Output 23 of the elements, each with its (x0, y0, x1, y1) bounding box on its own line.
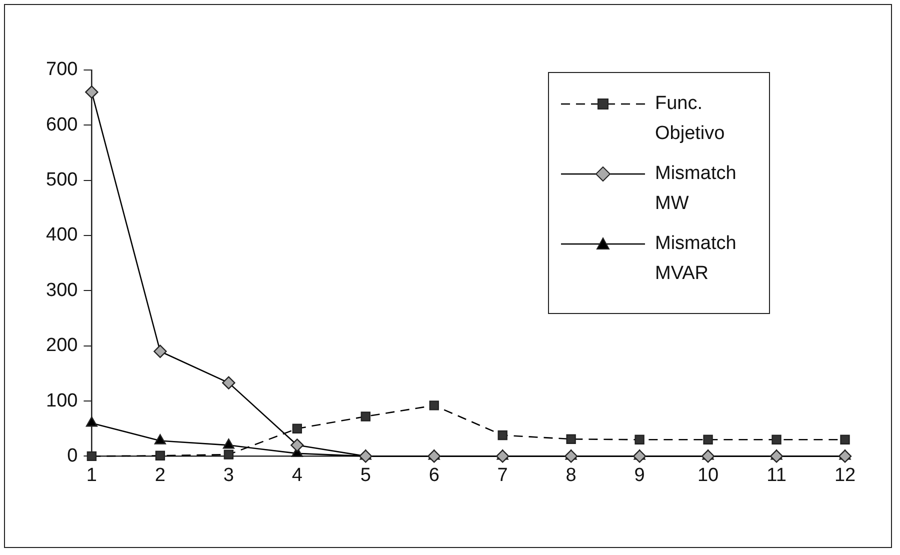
x-tick-label: 6 (428, 464, 440, 486)
x-tick-label: 4 (292, 464, 303, 486)
x-tick-label: 9 (634, 464, 645, 486)
y-tick-label: 600 (46, 114, 78, 136)
x-tick-label: 12 (834, 464, 856, 486)
x-tick-label: 10 (697, 464, 719, 486)
y-tick-label: 100 (46, 390, 78, 412)
y-tick-label: 700 (46, 59, 78, 80)
x-tick-label: 7 (497, 464, 508, 486)
y-tick-label: 500 (46, 170, 78, 191)
x-tick-label: 8 (566, 464, 576, 486)
y-tick-label: 200 (46, 335, 78, 356)
x-tick-label: 3 (223, 464, 234, 486)
legend-label: Mismatch MW (655, 162, 738, 216)
x-tick-label: 2 (154, 464, 166, 486)
legend-label: Func. Objetivo (655, 92, 726, 146)
y-tick-label: 400 (46, 224, 78, 246)
y-tick-label: 0 (67, 445, 78, 466)
y-tick-label: 300 (46, 280, 78, 301)
legend-label: Mismatch MVAR (655, 232, 738, 286)
x-tick-label: 5 (360, 464, 371, 486)
x-tick-label: 1 (86, 464, 97, 486)
x-tick-label: 11 (766, 464, 786, 486)
